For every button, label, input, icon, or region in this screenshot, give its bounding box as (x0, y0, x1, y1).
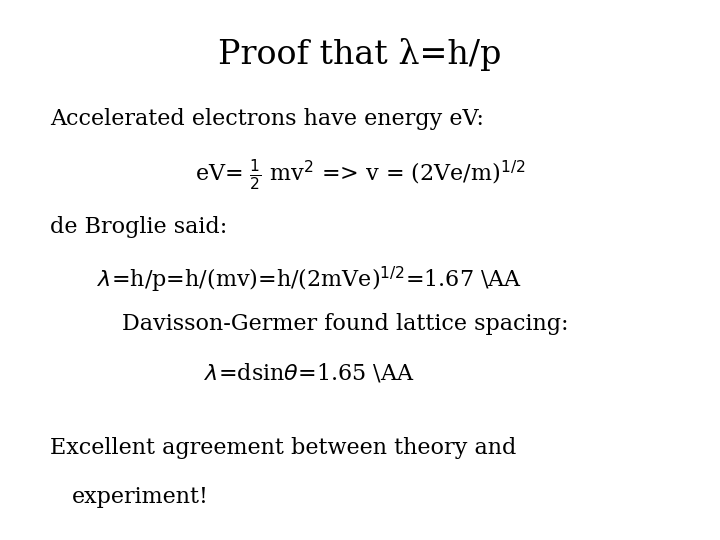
Text: Proof that λ=h/p: Proof that λ=h/p (218, 38, 502, 71)
Text: de Broglie said:: de Broglie said: (50, 216, 228, 238)
Text: experiment!: experiment! (72, 486, 209, 508)
Text: eV= $\frac{1}{2}$ mv$^2$ => v = (2Ve/m)$^{1/2}$: eV= $\frac{1}{2}$ mv$^2$ => v = (2Ve/m)$… (195, 157, 525, 192)
Text: Excellent agreement between theory and: Excellent agreement between theory and (50, 437, 517, 460)
Text: $\lambda$=h/p=h/(mv)=h/(2mVe)$^{1/2}$=1.67 \AA: $\lambda$=h/p=h/(mv)=h/(2mVe)$^{1/2}$=1.… (97, 265, 522, 295)
Text: $\lambda$=dsin$\theta$=1.65 \AA: $\lambda$=dsin$\theta$=1.65 \AA (204, 362, 415, 385)
Text: Accelerated electrons have energy eV:: Accelerated electrons have energy eV: (50, 108, 485, 130)
Text: Davisson-Germer found lattice spacing:: Davisson-Germer found lattice spacing: (122, 313, 569, 335)
